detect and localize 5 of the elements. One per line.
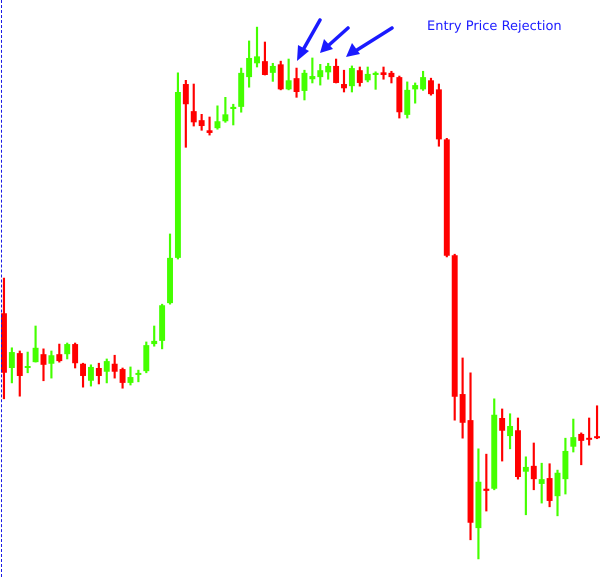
candlestick [578, 432, 584, 466]
candlestick [24, 352, 31, 374]
candlestick [538, 462, 545, 504]
annotation: Entry Price Rejection [427, 19, 562, 34]
candlestick [151, 326, 158, 347]
